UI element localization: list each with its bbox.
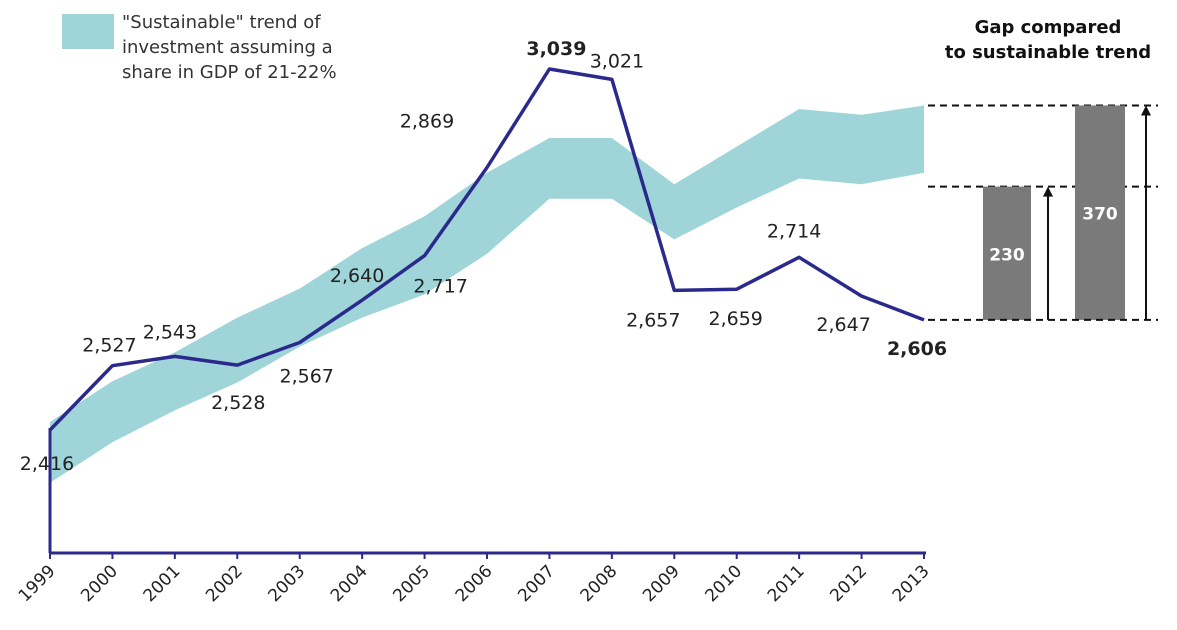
gap-bar-label: 230 xyxy=(989,245,1025,265)
sustainable-band-layer xyxy=(50,105,924,483)
x-tick-label: 2013 xyxy=(889,561,934,606)
x-tick-label: 2002 xyxy=(202,561,247,606)
gap-title-line-1: Gap compared xyxy=(975,17,1122,38)
data-label: 2,416 xyxy=(20,453,74,475)
data-label: 2,543 xyxy=(143,321,197,343)
data-label: 2,659 xyxy=(708,308,762,330)
data-label: 2,717 xyxy=(413,276,467,298)
data-label: 2,527 xyxy=(82,335,136,357)
data-label: 2,714 xyxy=(767,220,821,242)
x-tick-label: 2003 xyxy=(265,561,310,606)
x-tick-label: 2006 xyxy=(452,561,497,606)
x-tick-label: 2010 xyxy=(702,561,747,606)
data-label: 2,657 xyxy=(626,309,680,331)
legend-text-line-2: investment assuming a xyxy=(122,37,333,58)
x-tick-label: 1999 xyxy=(15,561,60,606)
legend-text-line-3: share in GDP of 21-22% xyxy=(122,62,337,83)
data-label: 2,567 xyxy=(279,366,333,388)
x-tick-label: 2009 xyxy=(639,561,684,606)
investment-line-layer xyxy=(48,67,925,432)
gap-panel: 230 370 xyxy=(928,104,1158,321)
x-tick-label: 2001 xyxy=(140,561,185,606)
data-label: 3,039 xyxy=(526,38,586,60)
x-tick-label: 2007 xyxy=(514,561,559,606)
gap-arrow-head xyxy=(1043,186,1053,197)
investment-line xyxy=(48,67,925,432)
gap-bar xyxy=(1075,105,1125,320)
x-tick-label: 2008 xyxy=(577,561,622,606)
x-tick-label: 2012 xyxy=(826,561,871,606)
data-label: 3,021 xyxy=(590,50,644,72)
legend-text-line-1: "Sustainable" trend of xyxy=(122,12,321,33)
gap-bar xyxy=(983,186,1031,320)
gap-arrow-head xyxy=(1141,105,1151,116)
x-tick-label: 2011 xyxy=(764,561,809,606)
legend-swatch xyxy=(62,14,114,49)
data-label: 2,640 xyxy=(330,265,384,287)
legend: "Sustainable" trend of investment assumi… xyxy=(62,12,337,83)
data-label: 2,647 xyxy=(816,314,870,336)
x-tick-label: 2000 xyxy=(77,561,122,606)
data-label: 2,869 xyxy=(400,111,454,133)
gap-title: Gap compared to sustainable trend xyxy=(945,17,1151,63)
data-label: 2,528 xyxy=(211,392,265,414)
gap-bar-label: 370 xyxy=(1082,205,1118,225)
x-tick-label: 2005 xyxy=(389,561,434,606)
data-label: 2,606 xyxy=(887,338,947,360)
axis-layer: 1999 2000 2001 2002 2003 2004 2005 2006 2007 2008… xyxy=(15,428,934,606)
gap-title-line-2: to sustainable trend xyxy=(945,42,1151,63)
data-label-layer: 2,416 2,527 2,543 2,528 2,567 2,640 2,717 2,869… xyxy=(20,38,947,475)
x-tick-label: 2004 xyxy=(327,561,372,606)
sustainable-band xyxy=(50,105,924,483)
